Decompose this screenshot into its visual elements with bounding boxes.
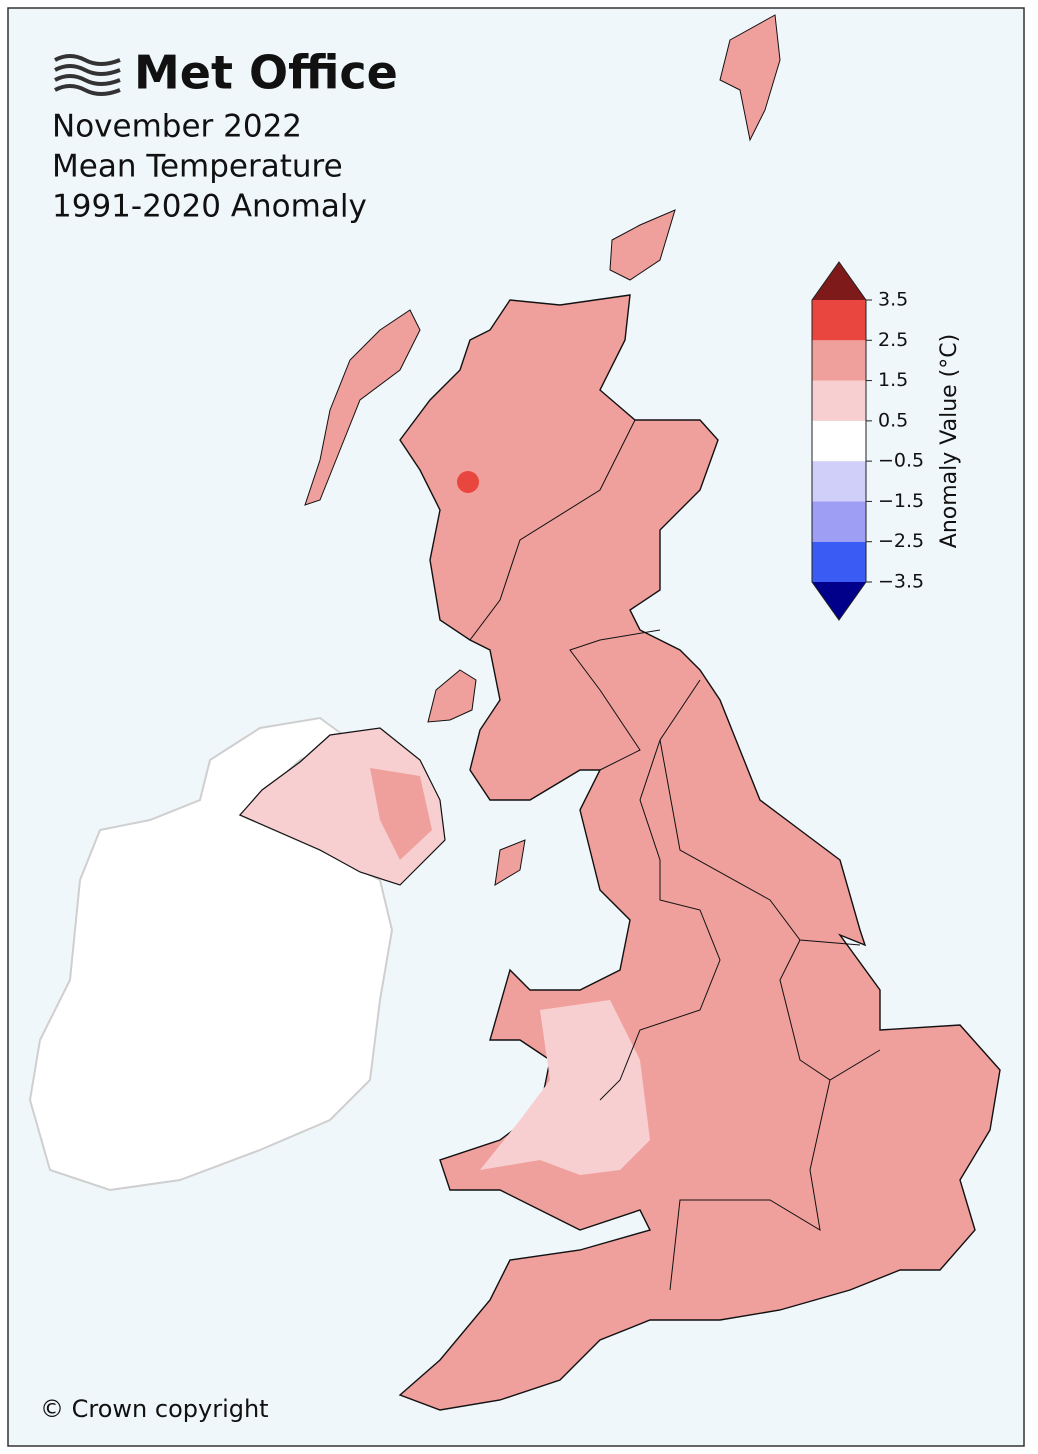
wales-cool-area	[480, 1000, 650, 1175]
colorbar-segment	[812, 380, 866, 421]
title-line: Mean Temperature	[52, 149, 343, 185]
colorbar-segment	[812, 300, 866, 341]
colorbar-tick-label: −3.5	[878, 571, 924, 593]
arran	[427, 669, 477, 723]
outer-hebrides	[304, 309, 421, 506]
shetland	[719, 14, 781, 142]
colorbar-over	[812, 262, 866, 300]
colorbar-segment	[812, 541, 866, 582]
colorbar-segment	[812, 340, 866, 381]
colorbar-tick-label: −0.5	[878, 450, 924, 472]
colorbar-under	[812, 582, 866, 620]
title-line: 1991-2020 Anomaly	[52, 189, 367, 225]
colorbar-segment	[812, 420, 866, 462]
logo-waves	[54, 54, 121, 96]
highland-warm-spot	[457, 471, 479, 493]
title-line: November 2022	[52, 109, 302, 145]
colorbar-tick-label: 3.5	[878, 289, 908, 311]
region-borders	[469, 419, 881, 1291]
colorbar-segment	[812, 461, 866, 502]
colorbar-tick-label: 0.5	[878, 409, 908, 431]
colorbar-tick-label: −2.5	[878, 530, 924, 552]
colorbar-tick-label: 2.5	[878, 329, 908, 351]
colorbar: −3.5 −2.5 −1.5 −0.5 0.5 1.5 2.5 3.5	[811, 261, 924, 621]
colorbar-tick-label: −1.5	[878, 490, 924, 512]
colorbar-label: Anomaly Value (°C)	[937, 334, 962, 548]
colorbar-segment	[812, 501, 866, 542]
copyright: © Crown copyright	[40, 1395, 269, 1423]
logo-text: Met Office	[134, 46, 398, 100]
orkney	[609, 209, 676, 281]
ni-warm-area	[370, 768, 432, 860]
isle-of-man	[494, 839, 526, 886]
colorbar-tick-label: 1.5	[878, 369, 908, 391]
